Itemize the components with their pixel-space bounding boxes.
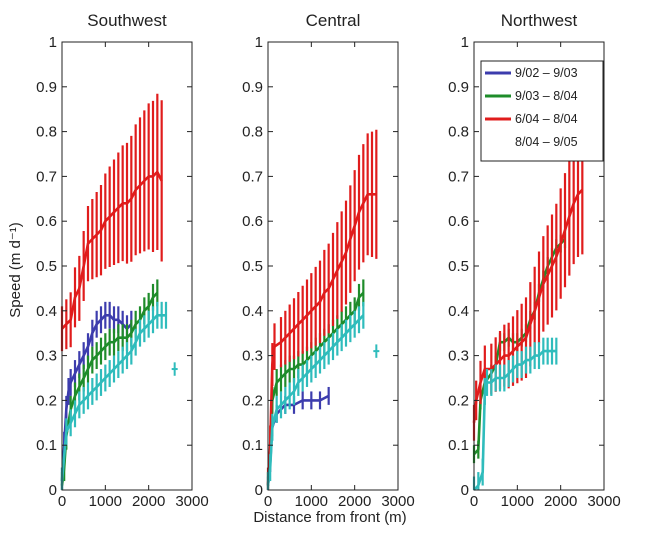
y-tick-label: 0.2 [448, 392, 469, 409]
y-tick-label: 0.3 [448, 348, 469, 365]
panel-central: Central 0 0.1 0.2 0.3 0.4 0.5 0.6 0.7 0.8 0.9 1 0 100… [242, 11, 415, 510]
legend-label: 6/04 – 8/04 [515, 112, 578, 126]
panel-title: Southwest [87, 11, 167, 30]
panel-northwest: Northwest 0 0.1 0.2 0.3 0.4 0.5 0.6 0.7 0.8 0.9 1 0 1… [448, 11, 621, 510]
y-tick-label: 0.7 [36, 168, 57, 185]
y-tick-label: 0.7 [448, 168, 469, 185]
y-tick-label: 0.2 [36, 392, 57, 409]
panel-southwest: Southwest 0 0.1 0.2 0.3 0.4 0.5 0.6 0.7 0.8 0.9 1 0 1… [36, 11, 209, 510]
y-tick-label: 0.6 [242, 213, 263, 230]
y-tick-label: 0.9 [36, 79, 57, 96]
y-tick-label: 0.5 [448, 258, 469, 275]
legend: 9/02 – 9/03 9/03 – 8/04 6/04 – 8/04 8/04 – … [480, 60, 604, 162]
axes-frame [61, 41, 193, 491]
legend-label: 9/02 – 9/03 [515, 66, 578, 80]
y-tick-label: 0.9 [448, 79, 469, 96]
y-tick-label: 0.8 [36, 124, 57, 141]
legend-box [480, 60, 604, 162]
y-tick-label: 0.9 [242, 79, 263, 96]
series-6-04-8-04 [472, 125, 584, 441]
panel-title: Northwest [501, 11, 578, 30]
y-tick-label: 0.1 [242, 437, 263, 454]
x-tick-label: 0 [58, 493, 66, 510]
y-tick-label: 1 [49, 34, 57, 51]
y-tick-label: 0.8 [448, 124, 469, 141]
x-tick-label: 1000 [295, 493, 328, 510]
x-tick-label: 2000 [132, 493, 165, 510]
series-line [60, 292, 159, 486]
x-tick-label: 1000 [89, 493, 122, 510]
y-tick-label: 0.1 [448, 437, 469, 454]
panel-title: Central [306, 11, 361, 30]
y-tick-label: 1 [461, 34, 469, 51]
y-tick-label: 0.4 [36, 303, 57, 320]
y-tick-label: 0.1 [36, 437, 57, 454]
series-line [472, 188, 584, 423]
x-tick-label: 3000 [381, 493, 414, 510]
y-tick-label: 0.2 [242, 392, 263, 409]
y-tick-label: 0 [255, 482, 263, 499]
y-tick-label: 0 [49, 482, 57, 499]
x-axis-label: Distance from front (m) [253, 509, 406, 526]
series-6-04-8-04 [60, 93, 163, 352]
y-tick-label: 0.5 [36, 258, 57, 275]
series-line [61, 170, 163, 330]
y-tick-label: 0.7 [242, 168, 263, 185]
x-tick-label: 0 [264, 493, 272, 510]
y-tick-label: 0.8 [242, 124, 263, 141]
series-6-04-8-04 [266, 129, 378, 490]
y-tick-label: 0.5 [242, 258, 263, 275]
x-tick-label: 3000 [175, 493, 208, 510]
x-tick-label: 3000 [587, 493, 620, 510]
x-tick-label: 0 [470, 493, 478, 510]
y-tick-label: 0.6 [36, 213, 57, 230]
x-tick-label: 2000 [338, 493, 371, 510]
x-tick-label: 2000 [544, 493, 577, 510]
y-tick-label: 0.3 [242, 348, 263, 365]
y-tick-label: 0.6 [448, 213, 469, 230]
series-8-04-9-05 [266, 301, 380, 490]
x-tick-label: 1000 [501, 493, 534, 510]
legend-label: 9/03 – 8/04 [515, 89, 578, 103]
series-8-04-9-05 [60, 301, 178, 490]
series-line [60, 314, 133, 482]
series-line [473, 349, 557, 491]
series-line [266, 193, 377, 486]
y-tick-label: 0.3 [36, 348, 57, 365]
series-line [60, 314, 166, 482]
legend-label: 8/04 – 9/05 [515, 135, 578, 149]
series-8-04-9-05 [472, 337, 558, 491]
y-tick-label: 0.4 [242, 303, 263, 320]
y-tick-label: 1 [255, 34, 263, 51]
series-line [266, 292, 365, 486]
series-line [266, 314, 365, 486]
y-tick-label: 0 [461, 482, 469, 499]
y-axis-label: Speed (m d⁻¹) [7, 222, 24, 317]
y-tick-label: 0.4 [448, 303, 469, 320]
